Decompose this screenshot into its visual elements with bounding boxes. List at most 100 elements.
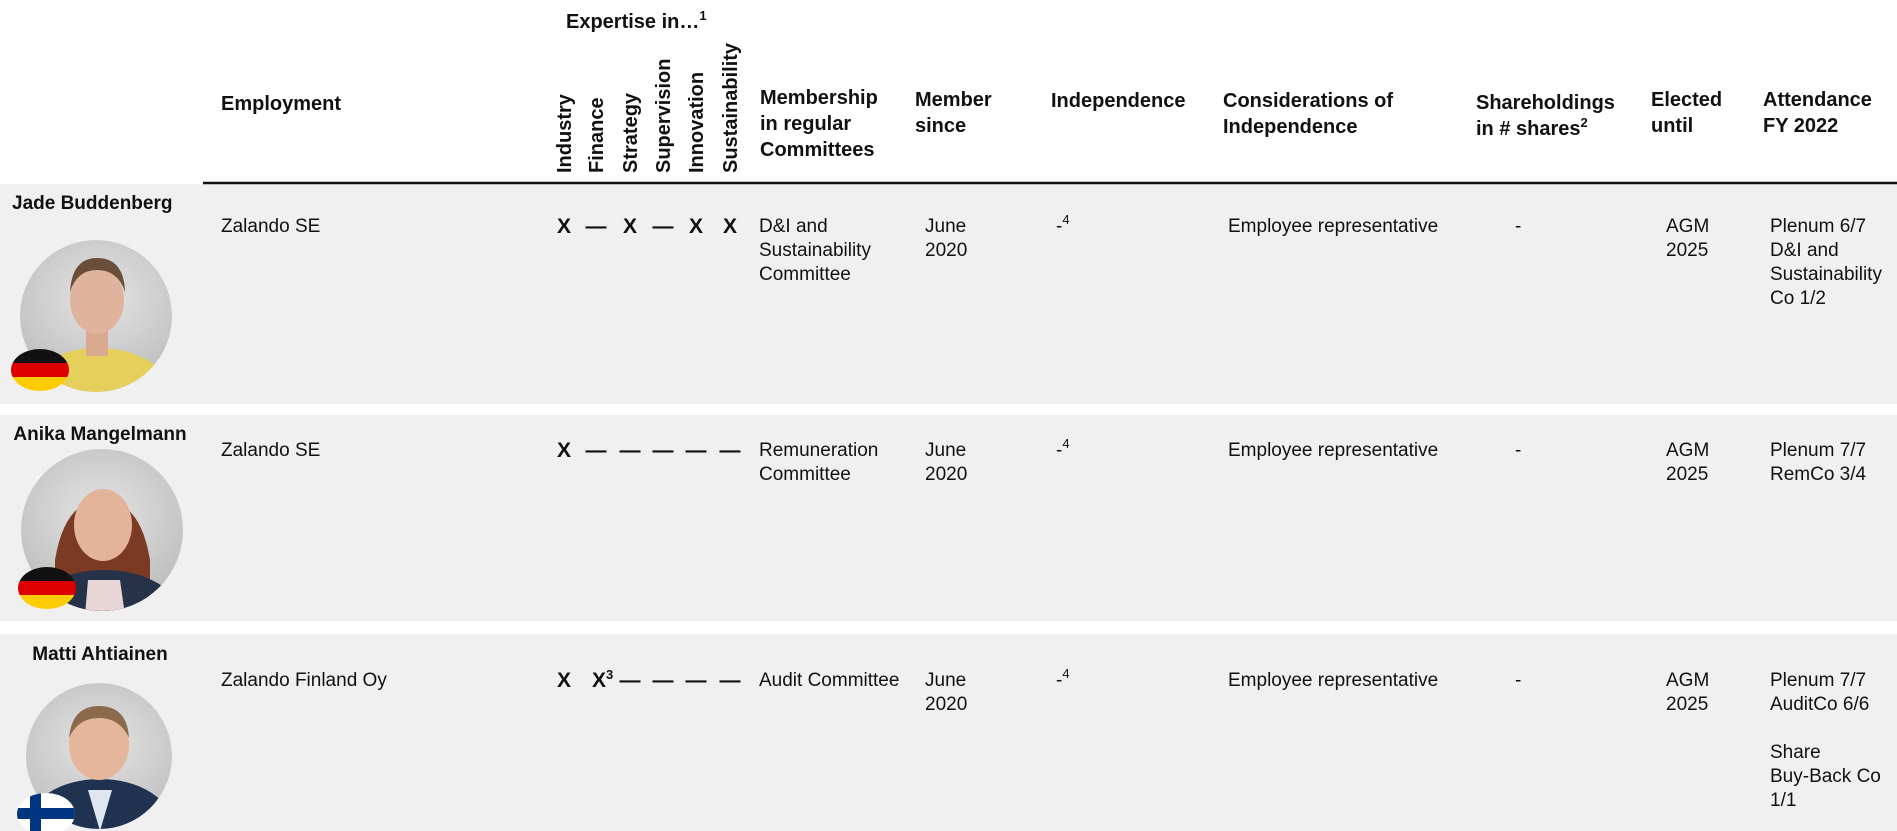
expertise-mark: — <box>653 215 674 238</box>
member-since: June <box>925 440 966 461</box>
flag-de <box>11 349 69 391</box>
member-since: 2020 <box>925 240 967 261</box>
footnote-ref: 1 <box>699 8 706 23</box>
consideration: Employee representative <box>1228 670 1438 691</box>
elected-until: AGM <box>1666 670 1709 691</box>
independence-text: - <box>1056 440 1062 461</box>
independence: -4 <box>1056 436 1070 461</box>
footnote-ref: 4 <box>1062 212 1069 227</box>
column-header: FY 2022 <box>1763 115 1838 137</box>
elected-until: AGM <box>1666 216 1709 237</box>
expertise-area: Industry <box>554 93 576 173</box>
shareholding: - <box>1515 216 1521 237</box>
column-header: since <box>915 115 966 137</box>
expertise-mark: X <box>557 439 571 462</box>
photo <box>20 240 172 392</box>
attendance: D&I and <box>1770 240 1839 261</box>
expertise-mark: — <box>586 439 607 462</box>
member-since: 2020 <box>925 464 967 485</box>
footnote-ref: 3 <box>606 667 613 682</box>
expertise-mark: X <box>723 215 737 238</box>
footnote-ref: 4 <box>1062 436 1069 451</box>
member-name: Matti Ahtiainen <box>32 644 167 665</box>
independence-text: - <box>1056 670 1062 691</box>
flag-de <box>18 567 76 609</box>
member-since: 2020 <box>925 694 967 715</box>
expertise-mark: X <box>557 215 571 238</box>
shareholding: - <box>1515 670 1521 691</box>
column-header-text: in # shares <box>1476 118 1581 140</box>
expertise-mark: — <box>620 669 641 692</box>
member-since: June <box>925 216 966 237</box>
flag-fi <box>17 793 75 831</box>
expertise-area: Finance <box>586 97 608 173</box>
footnote-ref: 2 <box>1581 115 1588 130</box>
column-header: Membership <box>760 87 878 109</box>
column-header: Employment <box>221 93 341 115</box>
independence: -4 <box>1056 666 1070 691</box>
expertise-mark: — <box>653 669 674 692</box>
expertise-mark: — <box>720 439 741 462</box>
expertise-mark: — <box>720 669 741 692</box>
column-header: Attendance <box>1763 89 1872 111</box>
expertise-area: Innovation <box>686 72 708 173</box>
expertise-area: Sustainability <box>720 42 742 173</box>
expertise-mark: X <box>557 669 571 692</box>
elected-until: 2025 <box>1666 240 1708 261</box>
expertise-title-text: Expertise in… <box>566 11 699 33</box>
committee: Sustainability <box>759 240 871 261</box>
expertise-mark: — <box>620 439 641 462</box>
attendance: RemCo 3/4 <box>1770 464 1867 485</box>
independence-text: - <box>1056 216 1062 237</box>
column-header: Shareholdings <box>1476 92 1615 114</box>
consideration: Employee representative <box>1228 216 1438 237</box>
expertise-area: Supervision <box>653 59 675 173</box>
column-header: Committees <box>760 139 874 161</box>
attendance: Share <box>1770 742 1821 763</box>
expertise-mark: — <box>686 439 707 462</box>
expertise-mark: — <box>653 439 674 462</box>
column-header: until <box>1651 115 1693 137</box>
expertise-mark: — <box>586 215 607 238</box>
independence: -4 <box>1056 212 1070 237</box>
footnote-ref: 4 <box>1062 666 1069 681</box>
column-header: Independence <box>1223 116 1357 138</box>
committee: Remuneration <box>759 440 878 461</box>
employment: Zalando Finland Oy <box>221 670 387 691</box>
attendance: Sustainability <box>1770 264 1882 285</box>
expertise-mark: X <box>623 215 637 238</box>
attendance: Plenum 7/7 <box>1770 670 1866 691</box>
elected-until: 2025 <box>1666 694 1708 715</box>
column-header: in # shares2 <box>1476 115 1588 140</box>
row-backgrounds <box>0 184 1897 831</box>
column-header: Member <box>915 89 992 111</box>
elected-until: AGM <box>1666 440 1709 461</box>
column-header: Considerations of <box>1223 90 1393 112</box>
attendance: 1/1 <box>1770 790 1796 811</box>
shareholding: - <box>1515 440 1521 461</box>
member-name: Anika Mangelmann <box>13 424 186 445</box>
committee: Committee <box>759 464 851 485</box>
attendance: Plenum 7/7 <box>1770 440 1866 461</box>
consideration: Employee representative <box>1228 440 1438 461</box>
attendance: Co 1/2 <box>1770 288 1826 309</box>
committee: Committee <box>759 264 851 285</box>
employment: Zalando SE <box>221 216 320 237</box>
expertise-mark: — <box>686 669 707 692</box>
committee: D&I and <box>759 216 828 237</box>
expertise-area: Strategy <box>620 92 642 173</box>
elected-until: 2025 <box>1666 464 1708 485</box>
employment: Zalando SE <box>221 440 320 461</box>
attendance: Buy-Back Co <box>1770 766 1881 787</box>
attendance: AuditCo 6/6 <box>1770 694 1869 715</box>
expertise-title: Expertise in…1 <box>566 8 707 33</box>
expertise-mark: X3 <box>592 667 613 692</box>
attendance: Plenum 6/7 <box>1770 216 1866 237</box>
member-since: June <box>925 670 966 691</box>
committee: Audit Committee <box>759 670 899 691</box>
expertise-mark-text: X <box>592 669 606 692</box>
column-header: Independence <box>1051 90 1185 112</box>
column-header: Elected <box>1651 89 1722 111</box>
column-header: in regular <box>760 113 851 135</box>
